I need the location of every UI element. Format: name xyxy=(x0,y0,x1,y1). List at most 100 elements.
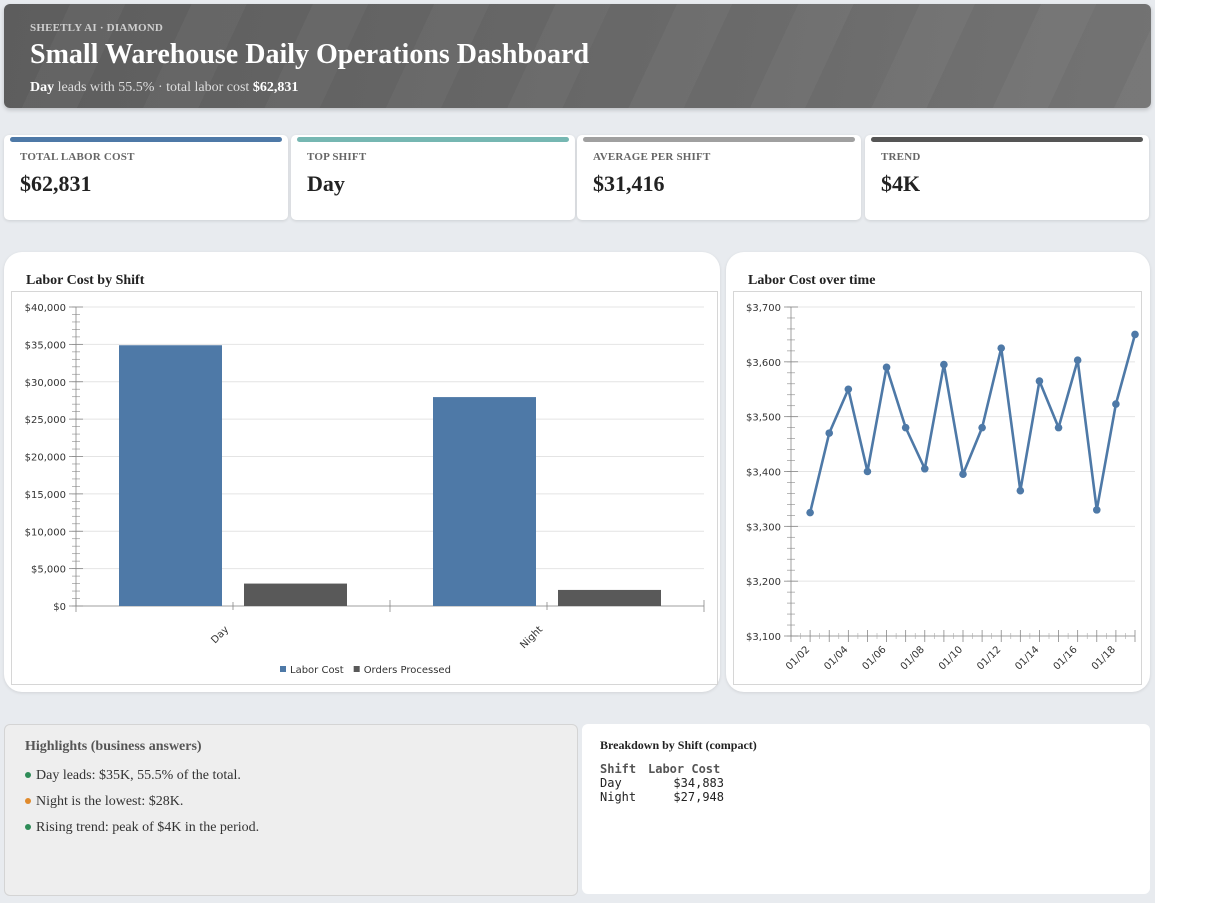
data-point xyxy=(1035,377,1044,385)
y-tick-label: $3,700 xyxy=(746,303,781,314)
labor-cost-cell: $34,883 xyxy=(673,776,724,790)
kpi-accent-bar xyxy=(871,137,1143,142)
data-point xyxy=(1073,356,1082,364)
x-tick-label: Day xyxy=(209,624,231,646)
highlights-title: Highlights (business answers) xyxy=(25,739,202,754)
data-point xyxy=(1016,486,1025,495)
y-tick-label: $15,000 xyxy=(25,490,66,501)
subtitle-text: leads with 55.5% · total labor cost xyxy=(54,80,253,95)
y-tick-label: $3,200 xyxy=(746,577,781,588)
subtitle-total: $62,831 xyxy=(252,80,299,95)
bar-chart-title: Labor Cost by Shift xyxy=(26,273,145,288)
x-tick-label: 01/04 xyxy=(822,644,850,672)
highlight-text: Rising trend: peak of $4K in the period. xyxy=(36,820,260,835)
data-point xyxy=(920,464,929,473)
table-row: Day $34,883 xyxy=(600,776,724,790)
x-tick-label: 01/10 xyxy=(937,644,965,672)
kpi-value: $62,831 xyxy=(20,171,92,196)
data-point xyxy=(1054,423,1063,432)
bar-night-labor-cost xyxy=(433,397,536,606)
labor-cost-cell: $27,948 xyxy=(673,790,724,804)
line-chart-title: Labor Cost over time xyxy=(748,273,876,288)
brand-label: SHEETLY AI · DIAMOND xyxy=(30,22,164,34)
highlight-text: Night is the lowest: $28K. xyxy=(36,794,184,809)
data-point xyxy=(844,385,853,394)
bar-night-orders-processed xyxy=(558,589,661,606)
data-point xyxy=(940,360,948,369)
kpi-card-total-labor-cost: TOTAL LABOR COST $62,831 xyxy=(4,135,288,220)
legend-swatch xyxy=(280,666,286,672)
legend-label: Orders Processed xyxy=(364,665,451,676)
breakdown-title: Breakdown by Shift (compact) xyxy=(600,738,757,752)
line-chart-frame: $3,100 $3,200 $3,300 $3,400 $3,500 $3,600 $3,7… xyxy=(733,291,1142,685)
x-tick-label: 01/16 xyxy=(1052,644,1080,672)
x-tick-label: 01/08 xyxy=(899,644,927,672)
data-point xyxy=(806,508,814,517)
data-point xyxy=(1131,330,1139,339)
data-point xyxy=(978,423,986,432)
column-header: Labor Cost xyxy=(648,762,721,776)
kpi-label: AVERAGE PER SHIFT xyxy=(593,151,711,163)
kpi-value: $31,416 xyxy=(593,171,665,196)
kpi-accent-bar xyxy=(583,137,855,142)
dashboard-subtitle: Day leads with 55.5% · total labor cost … xyxy=(30,80,298,96)
y-tick-label: $3,600 xyxy=(746,358,781,369)
line-chart: $3,100 $3,200 $3,300 $3,400 $3,500 $3,600 $3,7… xyxy=(746,303,1139,673)
highlight-text: Day leads: $35K, 55.5% of the total. xyxy=(36,768,241,783)
data-point xyxy=(901,423,910,432)
bullet-dot-icon xyxy=(25,823,31,830)
kpi-card-top-shift: TOP SHIFT Day xyxy=(291,135,575,220)
x-tick-label: 01/14 xyxy=(1013,644,1041,672)
kpi-card-trend: TREND $4K xyxy=(865,135,1149,220)
legend-label: Labor Cost xyxy=(290,665,344,676)
dashboard-title: Small Warehouse Daily Operations Dashboa… xyxy=(30,39,590,70)
y-tick-label: $40,000 xyxy=(25,303,66,314)
highlights-panel: Highlights (business answers) Day leads:… xyxy=(4,724,578,896)
data-point xyxy=(825,429,834,437)
shift-cell: Night xyxy=(600,790,637,804)
data-point xyxy=(997,344,1006,352)
labor-cost-line xyxy=(808,334,1137,513)
data-point xyxy=(1112,400,1120,408)
kpi-value: Day xyxy=(307,171,345,196)
y-tick-label: $35,000 xyxy=(25,340,66,351)
data-point xyxy=(959,470,967,479)
x-tick-label: 01/12 xyxy=(975,644,1003,672)
y-tick-label: $3,300 xyxy=(746,522,781,533)
breakdown-header-row: Shift Labor Cost xyxy=(600,762,724,776)
y-tick-label: $20,000 xyxy=(25,453,66,464)
column-header: Shift xyxy=(600,762,637,776)
y-tick-label: $3,400 xyxy=(746,468,781,479)
dashboard-header: SHEETLY AI · DIAMOND Small Warehouse Dai… xyxy=(4,4,1151,108)
x-tick-label: 01/06 xyxy=(861,644,889,672)
header-stripes xyxy=(4,4,1151,108)
y-tick-label: $5,000 xyxy=(31,565,66,576)
data-point xyxy=(1092,506,1101,514)
y-tick-label: $25,000 xyxy=(25,415,66,426)
y-tick-label: $10,000 xyxy=(25,527,66,538)
bullet-dot-icon xyxy=(25,771,31,778)
y-tick-label: $3,500 xyxy=(746,413,781,424)
bar-day-labor-cost xyxy=(119,345,222,606)
y-tick-label: $0 xyxy=(53,602,66,613)
bar-day-orders-processed xyxy=(244,583,347,606)
y-tick-label: $30,000 xyxy=(25,378,66,389)
highlight-item: Night is the lowest: $28K. xyxy=(25,794,183,810)
kpi-card-average-per-shift: AVERAGE PER SHIFT $31,416 xyxy=(577,135,861,220)
x-tick-label: 01/02 xyxy=(784,644,812,672)
highlight-item: Day leads: $35K, 55.5% of the total. xyxy=(25,768,241,784)
y-tick-label: $3,100 xyxy=(746,632,781,643)
breakdown-table: Shift Labor Cost Day $34,883 Night $27,948 xyxy=(600,762,724,804)
x-tick-label: 01/18 xyxy=(1090,644,1118,672)
data-point xyxy=(882,363,891,372)
highlight-item: Rising trend: peak of $4K in the period. xyxy=(25,820,259,836)
data-point xyxy=(863,467,872,476)
bar-chart: $0 $5,000 $10,000 $15,000 $20,000 $25,000 $30,… xyxy=(25,303,705,676)
kpi-accent-bar xyxy=(297,137,569,142)
breakdown-panel: Breakdown by Shift (compact) Shift Labor … xyxy=(582,724,1150,894)
subtitle-top-shift: Day xyxy=(30,80,55,95)
kpi-value: $4K xyxy=(881,171,921,196)
bullet-dot-icon xyxy=(25,797,31,804)
bar-chart-frame: $0 $5,000 $10,000 $15,000 $20,000 $25,000 $30,… xyxy=(11,291,718,685)
kpi-label: TOP SHIFT xyxy=(307,151,367,163)
